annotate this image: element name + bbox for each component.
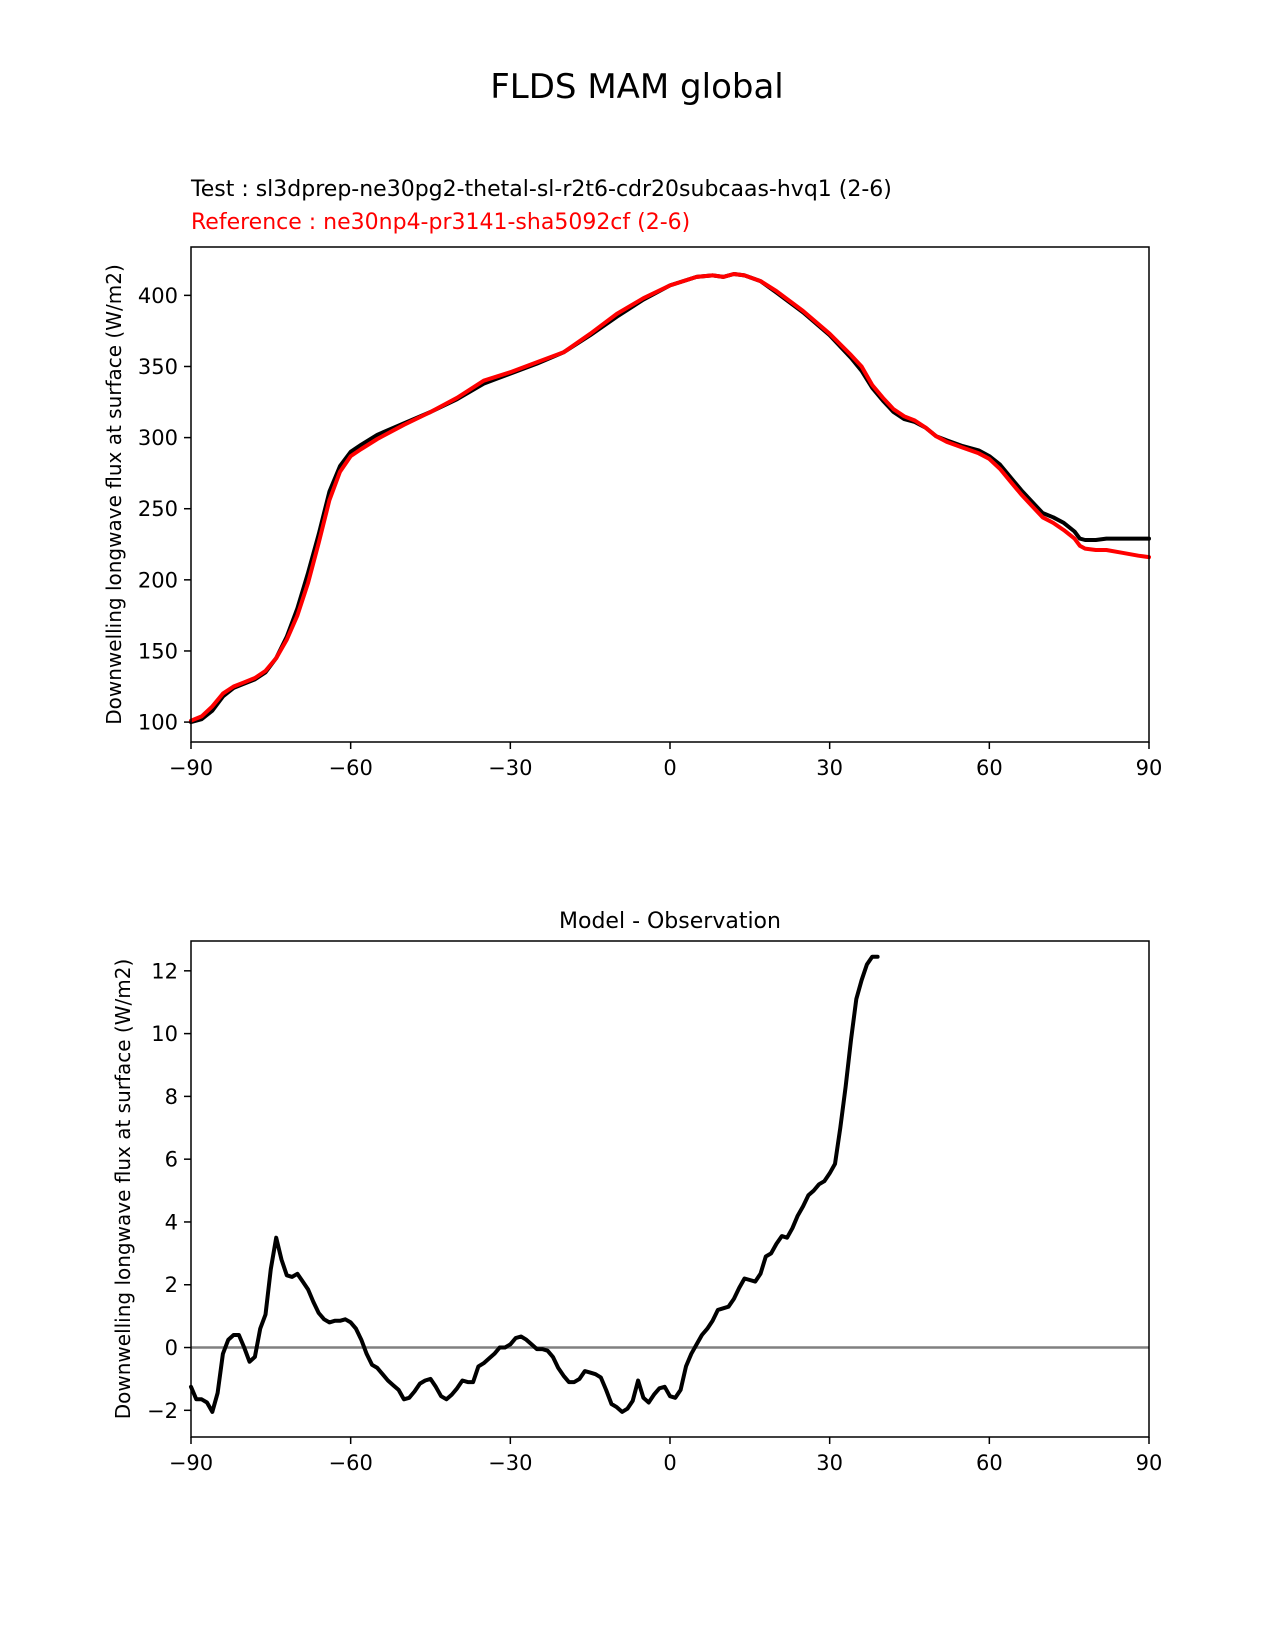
plot-frame — [190, 246, 1150, 743]
y-tick-label: 300 — [138, 426, 178, 450]
bottom-series-group — [189, 954, 1149, 1414]
y-tick-label: 4 — [165, 1210, 178, 1234]
x-tick-label: −90 — [169, 1451, 213, 1475]
y-tick-label: 350 — [138, 355, 178, 379]
y-tick-label: 8 — [165, 1085, 178, 1109]
y-tick-label: −2 — [147, 1399, 178, 1423]
figure-title: FLDS MAM global — [490, 67, 784, 107]
x-tick-label: 0 — [663, 756, 676, 780]
y-tick-label: 12 — [151, 959, 178, 983]
x-tick-label: 60 — [976, 1451, 1003, 1475]
x-tick-label: 0 — [663, 1451, 676, 1475]
top-series-group — [189, 272, 1151, 725]
x-tick-label: 90 — [1136, 1451, 1163, 1475]
test-title: Test : sl3dprep-ne30pg2-thetal-sl-r2t6-c… — [190, 177, 892, 202]
y-tick-label: 2 — [165, 1273, 178, 1297]
x-tick-label: 90 — [1136, 756, 1163, 780]
x-tick-label: −60 — [329, 756, 373, 780]
x-tick-label: −30 — [488, 1451, 532, 1475]
plot-frame — [190, 940, 1150, 1438]
series-line-test — [189, 954, 880, 1414]
y-tick-label: 0 — [165, 1336, 178, 1360]
bottom-y-axis-label: Downwelling longwave flux at surface (W/… — [111, 959, 135, 1420]
x-tick-label: 60 — [976, 756, 1003, 780]
x-tick-label: 30 — [816, 1451, 843, 1475]
y-tick-label: 150 — [138, 639, 178, 663]
y-tick-label: 100 — [138, 711, 178, 735]
x-tick-label: −60 — [329, 1451, 373, 1475]
bottom-axes: −90 −60 −30 0 30 60 90 −2 0 2 4 6 8 10 12 — [147, 940, 1163, 1475]
y-tick-label: 10 — [151, 1022, 178, 1046]
reference-title: Reference : ne30np4-pr3141-sha5092cf (2-… — [191, 210, 690, 235]
series-line-test — [189, 272, 1151, 725]
top-line-chart: Test : sl3dprep-ne30pg2-thetal-sl-r2t6-c… — [102, 177, 1162, 780]
y-tick-label: 200 — [138, 568, 178, 592]
y-tick-label: 400 — [138, 284, 178, 308]
top-y-axis-label: Downwelling longwave flux at surface (W/… — [102, 264, 126, 725]
y-tick-label: 6 — [165, 1148, 178, 1172]
series-line-reference — [189, 272, 1151, 723]
bottom-line-chart: Model - Observation −90 −60 −30 0 30 60 90 −2 0 2… — [111, 909, 1162, 1475]
top-axes: −90 −60 −30 0 30 60 90 100 150 200 250 300 350 400 — [138, 246, 1163, 780]
y-tick-label: 250 — [138, 497, 178, 521]
x-tick-label: 30 — [816, 756, 843, 780]
x-tick-label: −30 — [488, 756, 532, 780]
x-tick-label: −90 — [169, 756, 213, 780]
diff-title: Model - Observation — [559, 909, 781, 934]
